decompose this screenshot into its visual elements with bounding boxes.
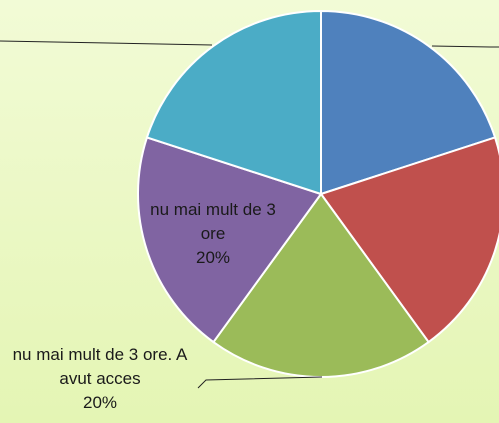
label-value: 20% [82, 393, 118, 412]
leader-line [431, 45, 499, 48]
label-category: nu mai mult de 3 ore. A avut acces [12, 345, 188, 388]
pie-slice [137, 136, 323, 344]
pie-slice [319, 136, 499, 344]
leader-line [0, 40, 213, 46]
data-label: nu mai mult de 3 ore 20% [143, 198, 283, 270]
data-label: nu mai mult de 3 ore. A avut acces 20% [2, 343, 198, 415]
pie-slice [145, 9, 322, 196]
leader-line [197, 376, 323, 389]
pie-slice [320, 9, 497, 196]
label-category: nu mai mult de 3 ore [150, 200, 276, 243]
label-value: 20% [195, 248, 231, 267]
